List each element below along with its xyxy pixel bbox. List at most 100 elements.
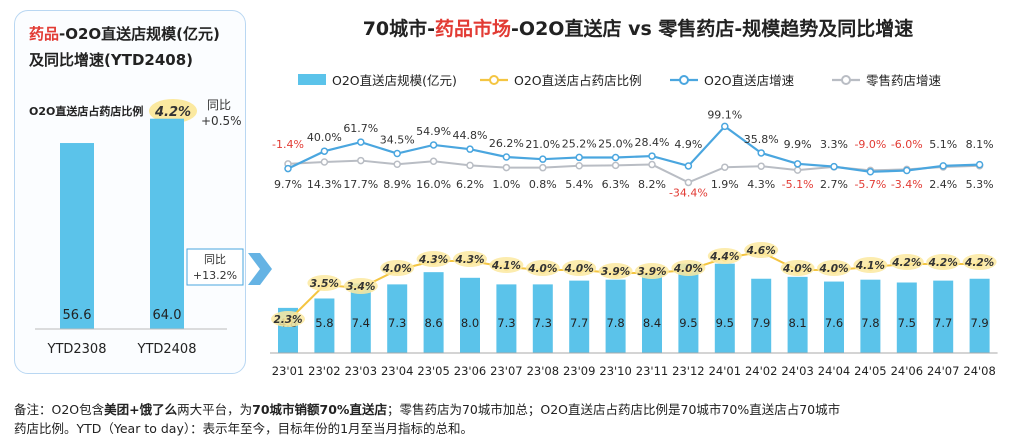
monthly-trend-chart: O2O直送店规模(亿元) O2O直送店占药店比例 O2O直送店增速 零售药店增速 4.…	[270, 73, 998, 378]
month-bar-value: 7.3	[534, 316, 552, 330]
retail-growth-label: 17.7%	[343, 178, 378, 191]
x-tick-label: 23'02	[308, 364, 340, 378]
retail-growth-point	[357, 156, 365, 165]
month-bar-value: 7.7	[570, 316, 588, 330]
share-point-label: 4.0%	[382, 263, 412, 275]
month-bar	[314, 298, 335, 353]
retail-growth-label: 5.3%	[966, 178, 994, 191]
o2o-growth-label: 5.1%	[929, 138, 957, 151]
month-bar-value: 7.7	[934, 316, 952, 330]
month-bar-value: 7.8	[861, 316, 879, 330]
share-point-label: 4.1%	[491, 260, 521, 272]
share-label-bg	[525, 260, 560, 276]
retail-growth-label: -5.1%	[782, 178, 814, 191]
month-bar-value: 8.0	[461, 316, 479, 330]
retail-growth-label: 9.7%	[274, 178, 302, 191]
legend-label: O2O直送店增速	[704, 73, 795, 88]
o2o-growth-point	[539, 155, 547, 163]
month-bar-value: 7.9	[970, 316, 988, 330]
footnote: 备注：O2O包含美团+饿了么两大平台，为70城市销额70%直送店；零售药店为70…	[14, 402, 841, 436]
o2o-growth-point	[466, 145, 474, 153]
retail-growth-label: 4.3%	[747, 178, 775, 191]
ytd-bar-value: 56.6	[63, 308, 92, 323]
legend-swatch-marker	[489, 75, 499, 85]
share-label-bg	[380, 260, 415, 276]
ytd-panel-title: 药品-O2O直送店规模(亿元)	[29, 25, 220, 43]
share-label: O2O直送店占药店比例	[29, 104, 143, 118]
ytd-summary-panel: 药品-O2O直送店规模(亿元) 及同比增速(YTD2408) O2O直送店占药店…	[14, 10, 246, 374]
x-tick-label: 23'12	[672, 364, 704, 378]
month-bar-value: 8.1	[788, 316, 806, 330]
ytd-category-label: YTD2408	[137, 342, 197, 357]
o2o-growth-point	[684, 162, 693, 170]
share-label-bg	[889, 254, 924, 270]
bar-value-labels: 4.85.87.47.38.68.07.37.37.77.88.49.59.57…	[279, 316, 989, 330]
retail-growth-point	[793, 166, 802, 174]
month-bar	[824, 281, 844, 353]
share-label-bg	[598, 263, 633, 279]
month-bar-value: 8.6	[424, 316, 442, 330]
x-tick-label: 24'06	[891, 364, 923, 378]
chart-title: 70城市-药品市场-O2O直送店 vs 零售药店-规模趋势及同比增速	[362, 18, 914, 40]
month-bar	[969, 278, 990, 353]
o2o-growth-label: -9.0%	[854, 138, 886, 151]
share-value-badge	[149, 99, 197, 123]
month-bar-value: 7.6	[825, 316, 843, 330]
bar-series	[278, 263, 990, 353]
o2o-growth-point	[866, 168, 875, 176]
o2o-growth-label: -1.4%	[272, 138, 304, 151]
retail-growth-series: 9.7% 14.3% 17.7% 8.9% 16.0% 6.2% 1.0% 0.8% 5.4% 6…	[274, 156, 994, 199]
x-tick-label: 24'07	[927, 364, 959, 378]
ytd-bar-chart: O2O直送店占药店比例 4.2% 同比 +0.5% 56.6 YTD2308 64.0 YTD…	[29, 98, 244, 357]
retail-growth-label: -5.7%	[854, 178, 886, 191]
share-point-label: 4.0%	[673, 263, 703, 275]
ytd-bar	[60, 143, 94, 329]
share-label-bg	[416, 251, 451, 267]
share-label-bg	[853, 257, 888, 273]
x-tick-label: 24'03	[781, 364, 813, 378]
o2o-growth-point	[757, 149, 765, 157]
o2o-growth-point	[903, 166, 911, 175]
share-label-bg	[453, 251, 487, 267]
month-bar	[532, 284, 553, 353]
share-yoy-label: 同比	[207, 98, 231, 112]
o2o-growth-point	[575, 153, 583, 162]
month-bar-value: 5.8	[315, 316, 333, 330]
retail-growth-point	[575, 161, 583, 170]
retail-growth-label: 1.0%	[492, 178, 520, 191]
o2o-growth-label: 61.7%	[343, 122, 378, 135]
share-point-label: 4.3%	[418, 254, 448, 266]
x-tick-label: 23'05	[417, 364, 449, 378]
share-point-label: 4.2%	[891, 257, 921, 269]
share-point-label: 4.0%	[527, 263, 557, 275]
retail-growth-label: 6.3%	[602, 178, 630, 191]
share-label-bg	[671, 260, 706, 276]
growth-value: +13.2%	[193, 269, 237, 282]
x-tick-label: 24'04	[818, 364, 850, 378]
share-label-bg	[635, 263, 669, 279]
month-bar	[860, 279, 881, 353]
retail-growth-point	[539, 163, 547, 172]
o2o-growth-label: 34.5%	[380, 134, 415, 147]
month-bar	[387, 284, 408, 353]
o2o-growth-label: -6.0%	[891, 138, 923, 151]
month-bar	[605, 279, 626, 353]
share-label-bg	[780, 260, 815, 276]
x-tick-label: 23'11	[636, 364, 668, 378]
month-bar-value: 7.8	[606, 316, 624, 330]
share-point-label: 3.4%	[346, 281, 375, 293]
month-bar	[350, 283, 371, 353]
share-label-bg	[707, 248, 742, 264]
growth-callout-box	[186, 248, 244, 286]
share-yoy-value: +0.5%	[201, 114, 242, 128]
retail-growth-point	[429, 157, 438, 166]
share-label-bg	[489, 257, 524, 273]
retail-growth-point	[502, 163, 511, 172]
month-bar-value: 9.5	[716, 316, 734, 330]
o2o-growth-label: 3.3%	[820, 138, 848, 151]
retail-growth-point	[757, 162, 765, 170]
month-bar	[642, 274, 662, 353]
o2o-growth-point	[648, 152, 656, 160]
ytd-bar	[150, 118, 184, 329]
share-point-label: 4.2%	[964, 257, 994, 269]
